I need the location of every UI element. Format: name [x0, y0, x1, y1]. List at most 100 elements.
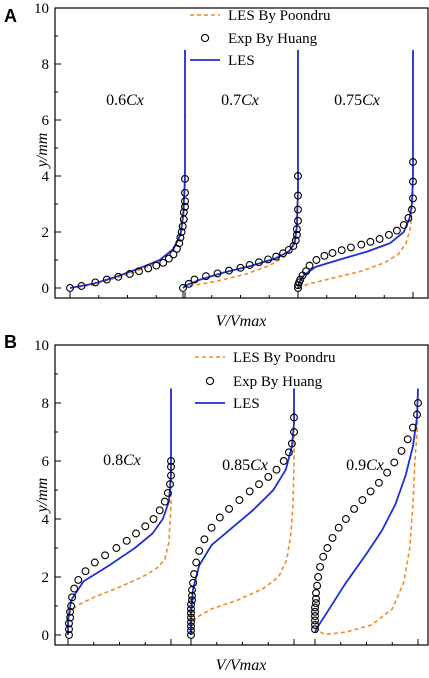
- data-point-exp-by-huang: [167, 457, 175, 465]
- data-point-exp-by-huang: [245, 487, 254, 496]
- data-point-exp-by-huang: [383, 468, 392, 477]
- y-tick-label: 0: [42, 281, 50, 297]
- panel-a: A 0 2 4 6 8 10 0.6Cx 0.7Cx 0.75Cx y/mm V/Vmax L…: [4, 1, 429, 330]
- data-point-exp-by-huang: [346, 243, 355, 252]
- data-point-exp-by-huang: [166, 480, 174, 489]
- legend-label: LES: [228, 53, 255, 69]
- data-point-exp-by-huang: [311, 616, 319, 625]
- y-tick-label: 10: [34, 1, 49, 17]
- x-axis-label: V/Vmax: [216, 313, 267, 330]
- data-point-exp-by-huang: [312, 589, 320, 597]
- data-point-exp-by-huang: [366, 237, 375, 246]
- data-point-exp-by-huang: [215, 513, 224, 522]
- y-tick-label: 10: [34, 338, 49, 354]
- data-point-exp-by-huang: [254, 258, 263, 267]
- data-point-exp-by-huang: [264, 472, 273, 481]
- data-point-exp-by-huang: [187, 613, 195, 622]
- data-point-exp-by-huang: [184, 279, 193, 288]
- data-point-exp-by-huang: [65, 631, 73, 639]
- data-point-exp-by-huang: [350, 504, 359, 513]
- data-point-exp-by-huang: [187, 604, 195, 613]
- data-point-exp-by-huang: [187, 600, 195, 609]
- data-point-exp-by-huang: [112, 544, 121, 552]
- data-point-exp-by-huang: [245, 261, 254, 269]
- data-point-exp-by-huang: [155, 506, 164, 515]
- data-point-exp-by-huang: [374, 478, 383, 487]
- data-point-exp-by-huang: [188, 591, 196, 600]
- axis-ticks: 0 2 4 6 8 10: [34, 1, 414, 298]
- data-point-exp-by-huang: [91, 278, 100, 287]
- series-line-les-by-poondru: [182, 50, 299, 289]
- series-line-les: [67, 388, 172, 635]
- data-point-exp-by-huang: [292, 225, 301, 234]
- data-point-exp-by-huang: [294, 205, 302, 214]
- data-point-exp-by-huang: [408, 423, 417, 432]
- data-point-exp-by-huang: [68, 593, 77, 602]
- y-tick-label: 8: [42, 57, 50, 73]
- data-point-exp-by-huang: [200, 535, 209, 544]
- data-point-exp-by-huang: [164, 254, 173, 263]
- station-labels: 0.6Cx 0.7Cx 0.75Cx: [106, 92, 380, 109]
- data-point-exp-by-huang: [311, 612, 319, 621]
- panel-label: A: [4, 6, 17, 26]
- y-tick-label: 6: [42, 113, 50, 129]
- legend-label: LES By Poondru: [228, 8, 331, 24]
- data-point-exp-by-huang: [319, 552, 328, 561]
- data-point-exp-by-huang: [177, 228, 186, 236]
- data-point-exp-by-huang: [225, 266, 233, 275]
- data-point-exp-by-huang: [290, 413, 298, 422]
- curves: [65, 388, 422, 639]
- data-point-exp-by-huang: [181, 202, 189, 211]
- data-point-exp-by-huang: [366, 487, 375, 496]
- data-point-exp-by-huang: [375, 235, 384, 243]
- data-point-exp-by-huang: [312, 256, 321, 264]
- data-point-exp-by-huang: [334, 523, 343, 532]
- data-point-exp-by-huang: [236, 263, 245, 272]
- data-point-exp-by-huang: [316, 562, 325, 571]
- data-point-exp-by-huang: [403, 435, 412, 444]
- data-point-exp-by-huang: [125, 270, 134, 278]
- data-point-exp-by-huang: [187, 618, 195, 626]
- y-tick-label: 8: [42, 396, 50, 412]
- data-point-exp-by-huang: [159, 258, 168, 267]
- data-point-exp-by-huang: [70, 584, 79, 593]
- data-point-exp-by-huang: [67, 602, 76, 610]
- data-point-exp-by-huang: [181, 174, 189, 183]
- station-label: 0.75Cx: [334, 92, 380, 109]
- data-point-exp-by-huang: [77, 282, 86, 290]
- data-point-exp-by-huang: [264, 255, 273, 264]
- data-point-exp-by-huang: [179, 284, 187, 292]
- data-point-exp-by-huang: [311, 603, 319, 612]
- data-point-exp-by-huang: [175, 239, 184, 248]
- y-tick-label: 4: [42, 512, 50, 528]
- data-point-exp-by-huang: [294, 191, 302, 200]
- data-point-exp-by-huang: [188, 586, 196, 594]
- data-point-exp-by-huang: [152, 261, 161, 270]
- legend-label: Exp By Huang: [233, 374, 323, 390]
- data-point-exp-by-huang: [272, 252, 281, 261]
- data-point-exp-by-huang: [341, 515, 350, 523]
- data-point-exp-by-huang: [255, 480, 263, 489]
- data-point-exp-by-huang: [414, 399, 422, 407]
- data-point-exp-by-huang: [176, 233, 185, 242]
- series-line-les: [297, 50, 414, 289]
- legend: LES By Poondru Exp By Huang LES: [190, 8, 331, 69]
- data-point-exp-by-huang: [314, 573, 323, 581]
- series-line-les: [190, 388, 295, 635]
- data-point-exp-by-huang: [284, 448, 293, 457]
- data-point-exp-by-huang: [169, 250, 178, 259]
- data-point-exp-by-huang: [65, 625, 73, 634]
- data-point-exp-by-huang: [302, 267, 311, 276]
- axis-ticks: 0 2 4 6 8 10: [34, 338, 419, 645]
- curves: [66, 50, 417, 292]
- data-point-exp-by-huang: [66, 613, 75, 622]
- legend-label: Exp By Huang: [228, 31, 318, 47]
- station-label: 0.8Cx: [103, 452, 141, 469]
- data-point-exp-by-huang: [160, 497, 169, 506]
- data-point-exp-by-huang: [409, 158, 417, 166]
- data-point-exp-by-huang: [190, 570, 199, 579]
- data-point-exp-by-huang: [294, 172, 302, 180]
- data-point-exp-by-huang: [390, 458, 399, 467]
- data-point-exp-by-huang: [132, 529, 140, 538]
